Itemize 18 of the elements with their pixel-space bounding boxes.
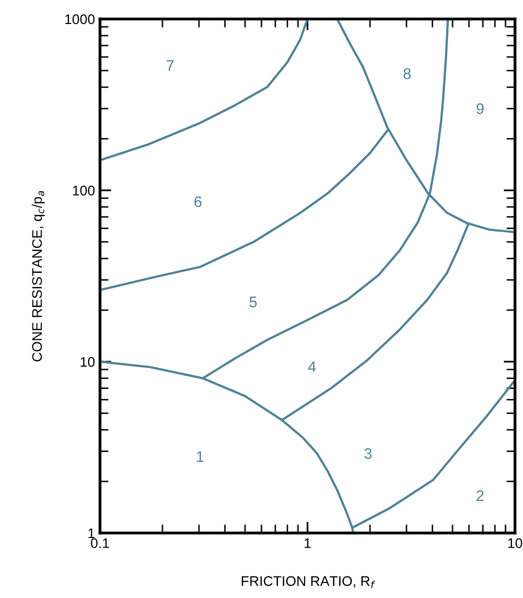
y-tick-label: 1 <box>88 528 94 538</box>
annotation: 1 <box>196 451 204 462</box>
y-tick-label: 10 <box>80 357 95 367</box>
x-tick-label: 10 <box>508 538 522 548</box>
y-tick-label: 1000 <box>65 14 95 24</box>
annotation: 5 <box>250 296 257 308</box>
annotation: 2 <box>476 490 484 501</box>
annotation: 8 <box>404 68 411 80</box>
annotation: 6 <box>194 196 202 208</box>
annotation: 4 <box>308 361 316 372</box>
y-axis-title: CONE RESISTANCE, q$_{c}$/p$_{a}$ <box>32 191 45 362</box>
x-tick-label: 1 <box>304 538 311 548</box>
annotation: 7 <box>166 60 174 71</box>
annotation: 9 <box>476 103 484 114</box>
y-tick-label: 100 <box>73 186 95 196</box>
annotation: 3 <box>364 448 372 459</box>
x-axis-title: FRICTION RATIO, R$_{f}$ <box>242 576 376 588</box>
x-tick-label: 0.1 <box>90 538 109 548</box>
